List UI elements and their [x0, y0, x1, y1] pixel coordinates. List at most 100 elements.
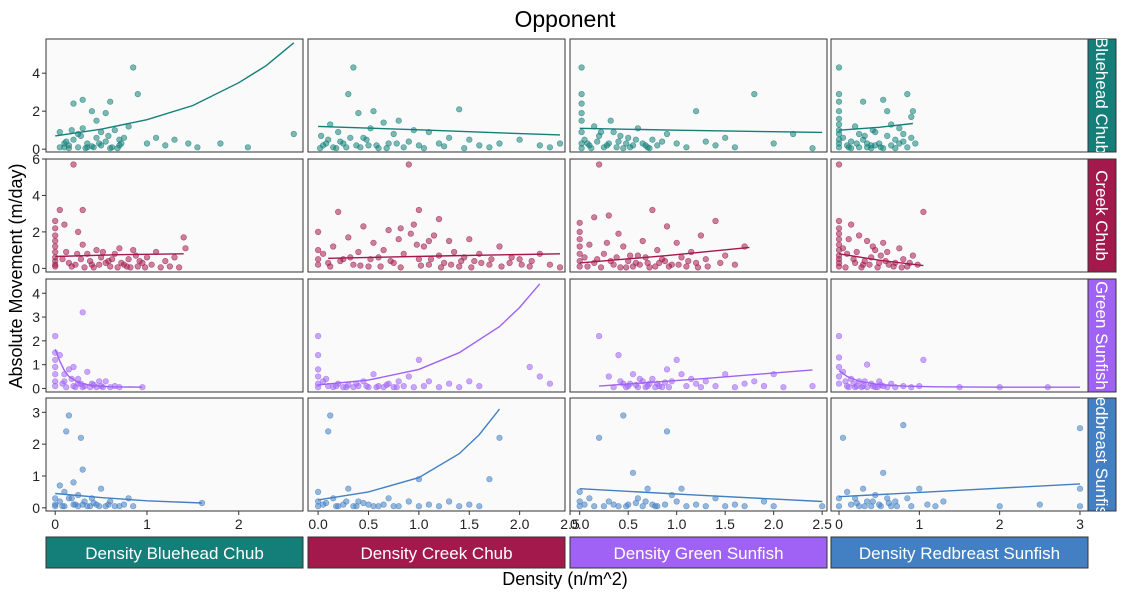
data-point [932, 503, 939, 510]
data-point [656, 259, 663, 267]
data-point [615, 352, 622, 359]
data-point [842, 378, 849, 385]
data-point [528, 258, 535, 265]
data-point [430, 232, 438, 239]
data-point [546, 261, 554, 268]
data-point [79, 96, 86, 103]
data-point [96, 261, 103, 268]
data-point [395, 378, 402, 385]
data-point [835, 98, 843, 105]
data-point [427, 256, 435, 263]
data-point [496, 140, 503, 147]
data-point [390, 130, 397, 138]
data-point [845, 144, 852, 151]
data-point [908, 134, 915, 141]
data-point [916, 485, 923, 492]
x-tick-label: 1.0 [667, 516, 687, 532]
data-point [704, 263, 711, 270]
data-point [629, 371, 637, 378]
data-point [81, 264, 88, 271]
data-point [874, 264, 881, 271]
panel-background [830, 278, 1089, 393]
data-point [59, 256, 66, 263]
data-point [646, 264, 653, 271]
data-point [578, 64, 585, 71]
data-point [373, 384, 380, 391]
x-tick-label: 1.5 [715, 516, 735, 532]
data-point [413, 241, 420, 248]
data-point [863, 144, 871, 151]
data-point [337, 258, 344, 265]
data-point [333, 383, 340, 390]
row-strip-clip: Green Sunfish [1092, 281, 1111, 390]
data-point [182, 245, 189, 252]
data-point [847, 138, 855, 145]
data-point [576, 263, 583, 270]
panel-background [45, 278, 304, 393]
data-point [626, 252, 634, 259]
data-point [385, 227, 392, 234]
panel-background [45, 38, 304, 153]
data-point [877, 503, 884, 510]
x-tick-label: 1 [915, 516, 923, 532]
data-point [924, 501, 931, 508]
data-point [620, 243, 627, 250]
data-point [435, 216, 443, 223]
data-point [683, 383, 690, 390]
data-point [920, 208, 927, 215]
column-strip-background [569, 536, 828, 569]
data-point [63, 428, 70, 435]
data-point [649, 136, 656, 143]
data-point [393, 140, 400, 147]
data-point [446, 380, 453, 387]
data-point [486, 476, 493, 483]
data-point [93, 134, 100, 141]
data-point [347, 134, 354, 141]
row-strip-label: Green Sunfish [1092, 281, 1111, 390]
data-point [244, 144, 251, 151]
data-point [425, 378, 433, 385]
data-point [323, 375, 330, 383]
data-point [920, 356, 927, 364]
data-point [415, 256, 423, 263]
data-point [315, 366, 322, 373]
data-point [636, 375, 643, 383]
data-point [345, 485, 352, 492]
data-point [441, 259, 448, 267]
data-point [81, 498, 88, 505]
data-point [605, 498, 612, 505]
data-point [82, 145, 89, 152]
data-point [546, 380, 554, 387]
data-point [357, 144, 364, 151]
row-strip-label: Creek Chub [1092, 170, 1111, 261]
data-point [446, 237, 453, 245]
data-point [780, 384, 787, 391]
panel-r2-c4 [830, 158, 1089, 273]
data-point [845, 236, 852, 243]
x-tick-label: 1 [143, 516, 151, 532]
fit-line [838, 122, 913, 131]
data-point [65, 145, 72, 152]
data-point [576, 219, 583, 226]
data-point [588, 145, 595, 152]
data-point [835, 108, 843, 115]
data-point [134, 263, 141, 270]
data-point [410, 221, 417, 228]
y-tick-label: 0 [32, 141, 40, 157]
data-point [663, 366, 671, 373]
data-point [102, 138, 109, 145]
data-point [56, 129, 63, 136]
data-point [576, 228, 583, 235]
data-point [315, 247, 322, 254]
data-point [809, 145, 816, 152]
data-point [400, 144, 407, 151]
data-point [327, 263, 334, 270]
data-point [892, 136, 899, 143]
data-point [345, 90, 352, 98]
data-point [52, 263, 59, 270]
data-point [845, 384, 852, 391]
data-point [405, 373, 412, 380]
data-point [996, 503, 1003, 510]
data-point [360, 223, 367, 230]
data-point [909, 252, 917, 259]
